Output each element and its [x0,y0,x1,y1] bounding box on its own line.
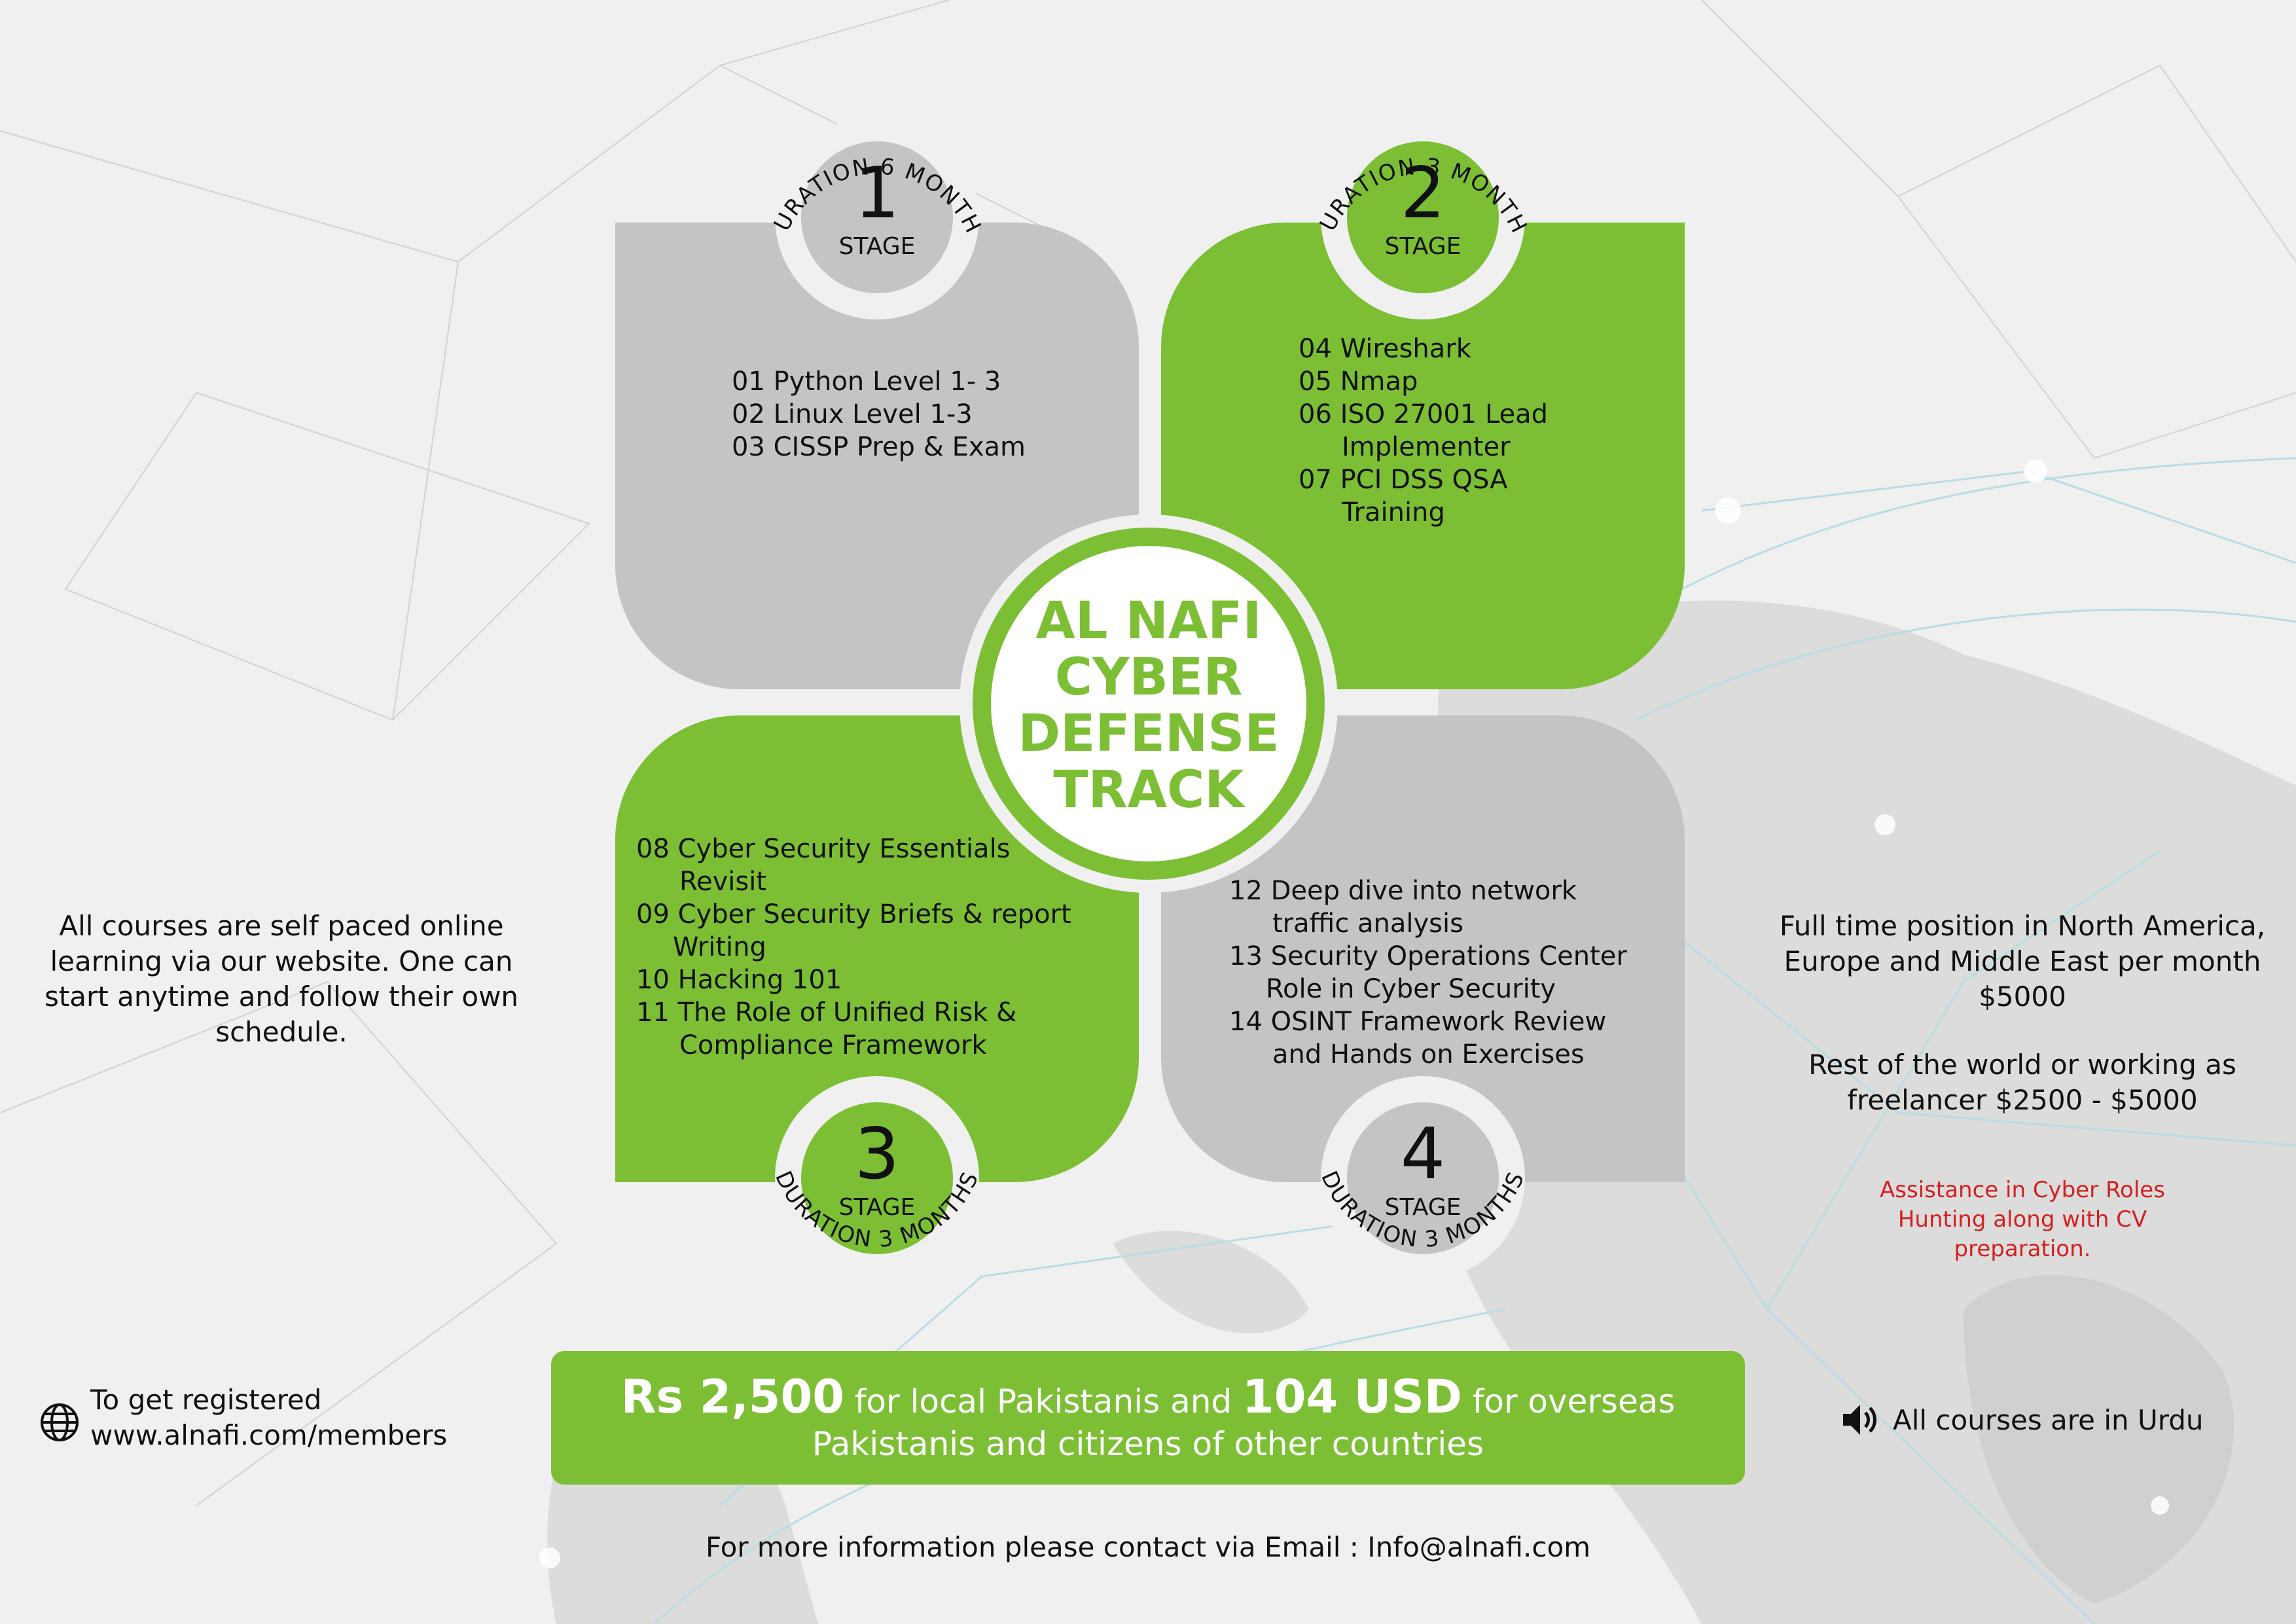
course-item: 12 Deep dive into network [1229,876,1577,906]
track-title-line: DEFENSE [1018,704,1280,763]
course-item-continuation: Compliance Framework [679,1030,987,1060]
price-line-2: Pakistanis and citizens of other countri… [812,1425,1484,1463]
stage-label: STAGE [838,233,916,260]
course-item-continuation: traffic analysis [1272,909,1463,939]
stage-number: 1 [854,153,900,234]
full-time-salary-info: Full time position in North America, Eur… [1779,910,2266,1013]
stage-3-badge: 3 STAGE [775,1076,979,1280]
language-label: All courses are in Urdu [1893,1404,2204,1436]
stage-number: 2 [1400,153,1446,234]
course-item: 04 Wireshark [1299,334,1471,364]
course-item: 14 OSINT Framework Review [1229,1007,1607,1037]
course-item: 08 Cyber Security Essentials [636,834,1011,864]
price-banner [551,1351,1745,1485]
registration-label: To get registered [90,1384,322,1416]
track-title: AL NAFI CYBER DEFENSE TRACK [979,593,1318,818]
local-price-text: for local Pakistanis and [844,1382,1243,1420]
course-item-continuation: Role in Cyber Security [1266,974,1556,1004]
course-item-continuation: Implementer [1342,432,1511,462]
stage-number: 3 [854,1113,900,1195]
globe-icon [41,1403,79,1441]
course-item-continuation: Writing [673,932,766,962]
track-title-line: CYBER [1054,648,1243,707]
stage-3-course-list: 08 Cyber Security Essentials Revisit 09 … [636,833,1071,1062]
stage-label: STAGE [1384,1194,1462,1221]
overseas-price-text: for overseas [1462,1382,1676,1420]
registration-link[interactable]: www.alnafi.com/members [90,1419,448,1451]
course-item: 05 Nmap [1299,367,1418,397]
self-paced-info: All courses are self paced online learni… [44,910,519,1048]
svg-text:DURATION 3 MONTHS: DURATION 3 MONTHS [1283,66,1533,238]
course-item-continuation: Training [1342,497,1445,528]
stage-4-duration-label: DURATION 3 MONTHS [1316,1167,1530,1253]
course-item: 03 CISSP Prep & Exam [732,432,1026,462]
stage-2-badge: 2 STAGE [1321,115,1525,319]
center-emblem-inner [991,546,1306,861]
svg-text:DURATION 3 MONTHS: DURATION 3 MONTHS [770,1167,984,1253]
language-info: All courses are in Urdu [1840,1399,2207,1441]
course-item: 10 Hacking 101 [636,965,842,995]
stage-number: 4 [1400,1113,1446,1195]
svg-text:DURATION 3 MONTHS: DURATION 3 MONTHS [1316,1167,1530,1253]
course-item: 06 ISO 27001 Lead [1299,399,1549,429]
stage-label: STAGE [1384,233,1462,260]
stage-2-course-list: 04 Wireshark 05 Nmap 06 ISO 27001 Lead I… [1299,333,1548,529]
stage-3-duration-label: DURATION 3 MONTHS [770,1167,984,1253]
svg-text:DURATION 6 MONTHS: DURATION 6 MONTHS [737,66,987,238]
stage-1-course-list: 01 Python Level 1- 3 02 Linux Level 1-3 … [732,365,1026,463]
course-item-continuation: and Hands on Exercises [1272,1039,1585,1070]
stage-1-duration-label: DURATION 6 MONTHS [737,66,986,238]
career-assistance-note: Assistance in Cyber Roles Hunting along … [1880,1177,2165,1262]
local-price: Rs 2,500 [620,1370,844,1424]
stage-4-course-list: 12 Deep dive into network traffic analys… [1229,875,1627,1071]
freelance-salary-info: Rest of the world or working as freelanc… [1808,1049,2236,1116]
course-item: 07 PCI DSS QSA [1299,465,1508,495]
stage-2-duration-label: DURATION 3 MONTHS [1283,66,1532,238]
course-item: 11 The Role of Unified Risk & [636,998,1017,1028]
speaker-icon [1843,1405,1876,1435]
stage-1-badge: 1 STAGE [775,115,979,319]
course-item: 02 Linux Level 1-3 [732,399,973,429]
course-item: 13 Security Operations Center [1229,941,1627,971]
stage-4-badge: 4 STAGE [1321,1076,1525,1280]
track-title-line: TRACK [1053,761,1244,820]
overseas-price: 104 USD [1242,1370,1462,1424]
course-item: 01 Python Level 1- 3 [732,367,1001,397]
track-title-line: AL NAFI [1035,592,1262,651]
contact-info: For more information please contact via … [705,1531,1591,1563]
course-item: 09 Cyber Security Briefs & report [636,899,1071,929]
course-item-continuation: Revisit [679,867,767,897]
price-line-1: Rs 2,500 for local Pakistanis and 104 US… [551,1371,1745,1428]
stage-label: STAGE [838,1194,916,1221]
